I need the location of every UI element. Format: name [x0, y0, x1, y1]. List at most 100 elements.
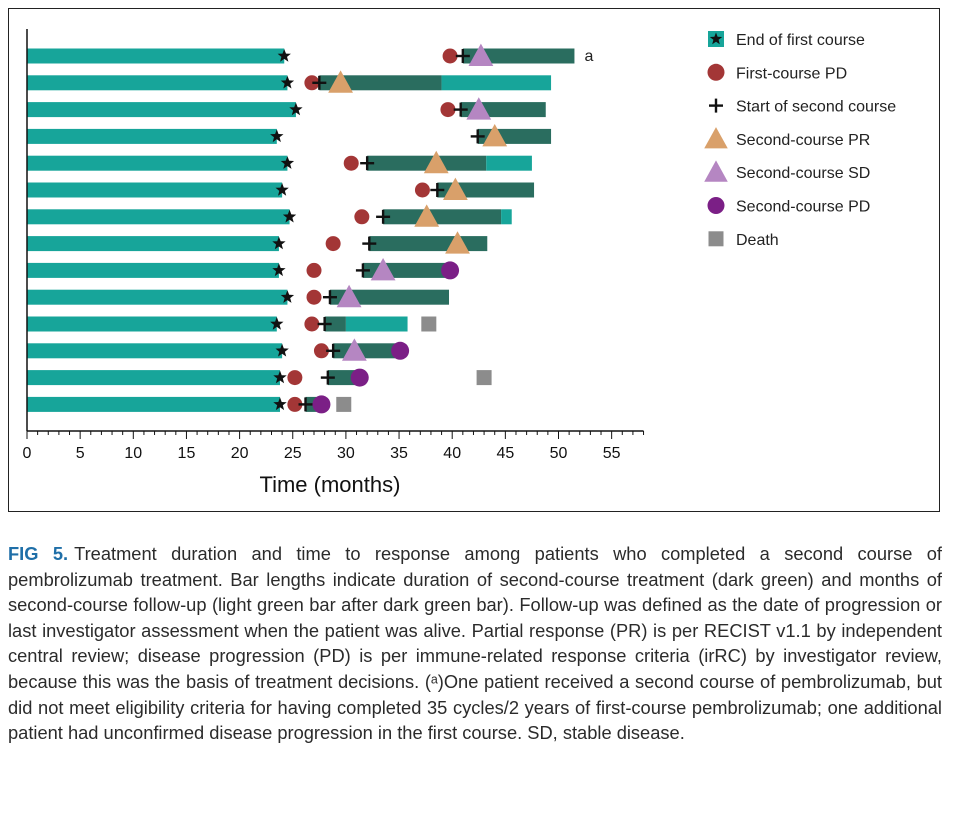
legend-first-pd-icon [707, 63, 725, 81]
x-tick-label: 55 [603, 445, 621, 462]
legend-plus-icon [709, 98, 723, 113]
legend-star-icon [709, 32, 723, 45]
x-tick-label: 15 [178, 445, 196, 462]
first-course-pd-marker [325, 236, 341, 252]
start-second-course-marker [322, 290, 337, 305]
second-course-pr-marker [442, 177, 468, 200]
second-course-followup-bar [345, 316, 408, 332]
x-tick-label: 40 [443, 445, 461, 462]
first-course-pd-marker [442, 48, 458, 64]
second-course-sd-marker [336, 284, 362, 308]
first-course-bar [27, 289, 288, 305]
legend: End of first course First-course PD Start … [704, 31, 896, 249]
first-course-pd-marker [440, 102, 456, 118]
first-course-pd-marker [354, 209, 370, 225]
start-second-course-marker [317, 317, 332, 331]
first-course-bar [27, 316, 277, 332]
second-course-treatment-bar [333, 343, 397, 359]
first-course-pd-marker [306, 289, 322, 305]
end-first-course-marker [275, 183, 289, 196]
first-course-pd-marker [343, 155, 359, 171]
start-second-course-marker [360, 156, 375, 171]
start-second-course-marker [298, 397, 313, 412]
first-course-pd-marker [313, 343, 329, 359]
first-course-bar [27, 48, 285, 64]
end-first-course-marker [272, 236, 286, 250]
second-course-sd-marker [342, 338, 367, 361]
end-first-course-marker [273, 397, 287, 411]
first-course-bar [27, 155, 288, 171]
start-second-course-marker [320, 370, 335, 385]
start-second-course-marker [470, 129, 485, 144]
first-course-pd-marker [304, 316, 320, 332]
bars-layer [27, 48, 575, 412]
first-course-pd-marker [304, 75, 320, 91]
death-marker [336, 396, 352, 412]
end-first-course-marker [289, 102, 303, 116]
legend-label: Start of second course [736, 99, 896, 116]
end-first-course-marker [272, 263, 286, 277]
figure-label: FIG 5. [8, 543, 69, 564]
second-course-pd-marker [441, 261, 460, 280]
first-course-bar [27, 209, 290, 225]
end-first-course-marker [270, 129, 284, 143]
second-course-pr-marker [482, 124, 508, 147]
figure-caption: FIG 5. Treatment duration and time to res… [8, 541, 942, 746]
swimmer-chart: a 0 5 10 15 20 25 30 35 40 45 50 55 Time (months) En… [23, 29, 896, 497]
second-course-followup-bar [501, 209, 512, 225]
first-course-bar [27, 75, 288, 91]
second-course-treatment-bar [462, 48, 575, 64]
figure-frame: a 0 5 10 15 20 25 30 35 40 45 50 55 Time (months) En… [8, 8, 940, 512]
first-course-bar [27, 236, 279, 252]
death-marker [421, 316, 437, 332]
legend-second-pd-icon [707, 197, 725, 214]
start-second-course-marker [355, 263, 370, 278]
start-second-course-marker [326, 343, 341, 358]
first-course-bar [27, 262, 279, 278]
start-second-course-marker [455, 49, 470, 63]
first-course-bar [27, 396, 280, 412]
legend-sd-triangle-icon [704, 160, 728, 182]
x-tick-label: 0 [23, 445, 32, 462]
second-course-treatment-bar [327, 370, 357, 386]
end-first-course-marker [280, 290, 295, 303]
second-course-followup-bar [441, 75, 552, 91]
first-course-bar [27, 182, 283, 198]
end-first-course-marker [273, 370, 287, 384]
x-tick-label: 10 [124, 445, 142, 462]
second-course-sd-marker [468, 43, 494, 66]
x-tick-label: 30 [337, 445, 355, 462]
first-course-bar [27, 370, 280, 386]
start-second-course-marker [453, 102, 468, 117]
x-tick-label: 35 [390, 445, 408, 462]
legend-label: First-course PD [736, 65, 847, 82]
end-first-course-marker [270, 317, 284, 330]
second-course-pd-marker [391, 341, 410, 360]
end-first-course-marker [282, 209, 297, 223]
footnote-mark: a [584, 48, 593, 65]
end-first-course-marker [277, 49, 291, 62]
start-second-course-marker [430, 183, 445, 197]
start-second-course-marker [376, 209, 391, 224]
x-tick-label: 5 [76, 445, 85, 462]
second-course-sd-marker [370, 258, 396, 281]
x-tick-label: 25 [284, 445, 302, 462]
second-course-treatment-bar [383, 209, 502, 225]
legend-label: Second-course PR [736, 132, 870, 149]
x-tick-label: 20 [231, 445, 249, 462]
end-first-course-marker [275, 343, 289, 357]
second-course-pr-marker [328, 70, 353, 93]
markers-layer: a [270, 43, 593, 414]
first-course-bar [27, 343, 283, 359]
first-course-pd-marker [287, 370, 303, 386]
death-marker [476, 370, 492, 386]
caption-text: Treatment duration and time to response … [8, 543, 942, 744]
second-course-treatment-bar [369, 236, 488, 252]
second-course-pd-marker [350, 368, 369, 387]
second-course-treatment-bar [329, 289, 450, 305]
second-course-pr-marker [414, 204, 440, 227]
second-course-treatment-bar [324, 316, 346, 332]
second-course-pr-marker [445, 231, 470, 254]
second-course-pr-marker [423, 150, 449, 174]
second-course-treatment-bar [319, 75, 442, 91]
